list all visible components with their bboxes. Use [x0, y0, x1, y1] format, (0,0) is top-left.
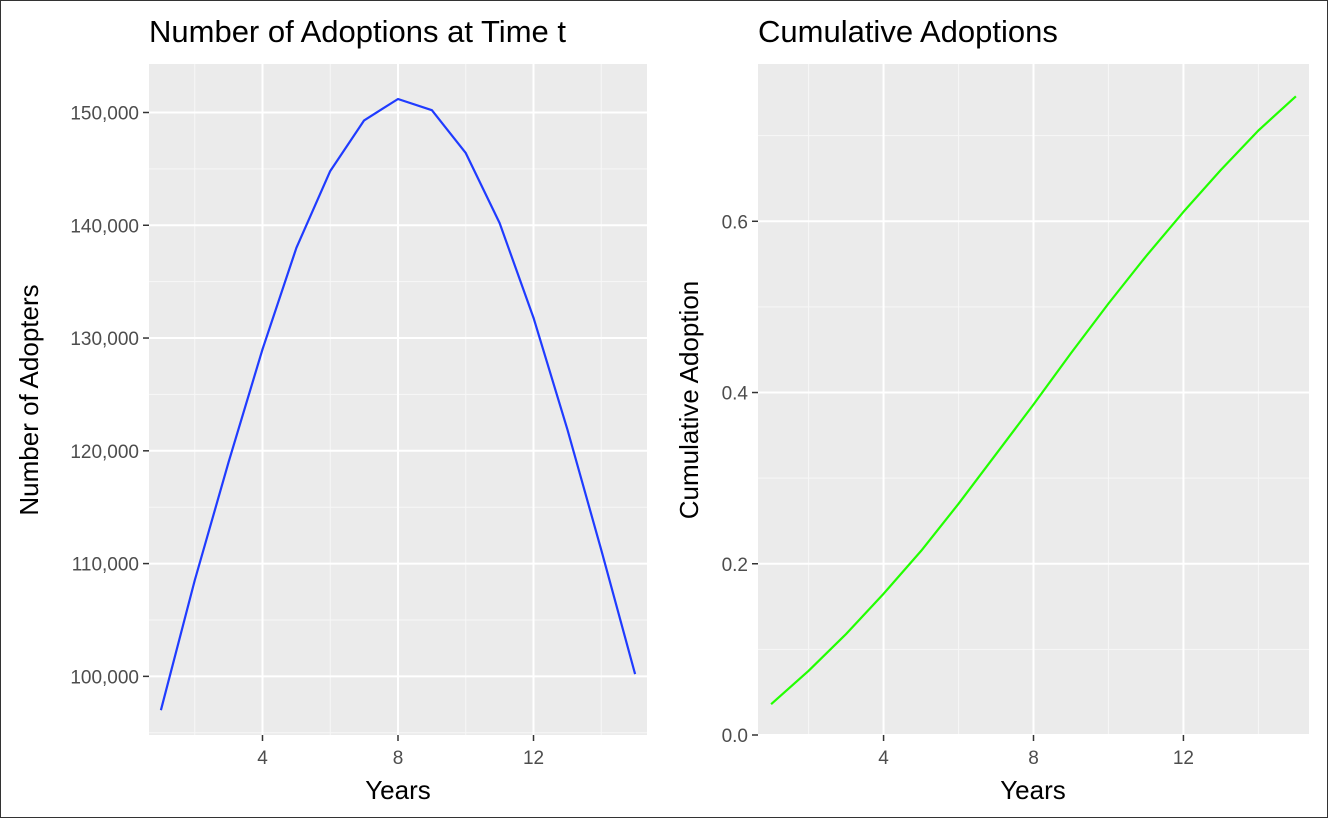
- axis-ticks: 4 8 12 100,000 110,000 120,000 130,000 140,000 1…: [70, 103, 544, 769]
- x-tick-label: 8: [393, 748, 404, 769]
- series-line: [159, 97, 637, 711]
- y-tick-label: 0.2: [722, 555, 748, 576]
- y-tick-label: 110,000: [72, 555, 139, 576]
- y-tick-label: 120,000: [70, 442, 139, 463]
- x-tick-label: 4: [257, 748, 268, 769]
- chart-panel-adoptions: Number of Adoptions at Time t 4 8 12 100,00…: [14, 14, 647, 805]
- x-tick-label: 8: [1028, 748, 1039, 769]
- x-tick-label: 12: [523, 748, 544, 769]
- x-axis-label: Years: [1000, 775, 1066, 805]
- y-axis-label: Cumulative Adoption: [674, 281, 704, 519]
- series-lines: [770, 95, 1297, 706]
- chart-title: Number of Adoptions at Time t: [149, 14, 566, 49]
- y-tick-label: 150,000: [70, 103, 139, 124]
- x-tick-label: 12: [1173, 748, 1194, 769]
- chart-panel-cumulative: Cumulative Adoptions 4 8 12 0.0 0.2 0.4 0.6 Ye…: [674, 14, 1309, 805]
- y-axis-label: Number of Adopters: [14, 284, 44, 515]
- axis-ticks: 4 8 12 0.0 0.2 0.4 0.6: [722, 212, 1194, 769]
- series-lines: [159, 97, 637, 711]
- x-axis-label: Years: [365, 775, 431, 805]
- y-tick-label: 100,000: [70, 667, 139, 688]
- y-tick-label: 0.4: [722, 384, 749, 405]
- y-tick-label: 0.6: [722, 212, 748, 233]
- gridlines: [149, 64, 647, 735]
- series-line: [770, 95, 1297, 706]
- x-tick-label: 4: [878, 748, 889, 769]
- chart-title: Cumulative Adoptions: [758, 14, 1058, 49]
- y-tick-label: 140,000: [70, 216, 139, 237]
- y-tick-label: 130,000: [70, 329, 139, 350]
- y-tick-label: 0.0: [722, 726, 748, 747]
